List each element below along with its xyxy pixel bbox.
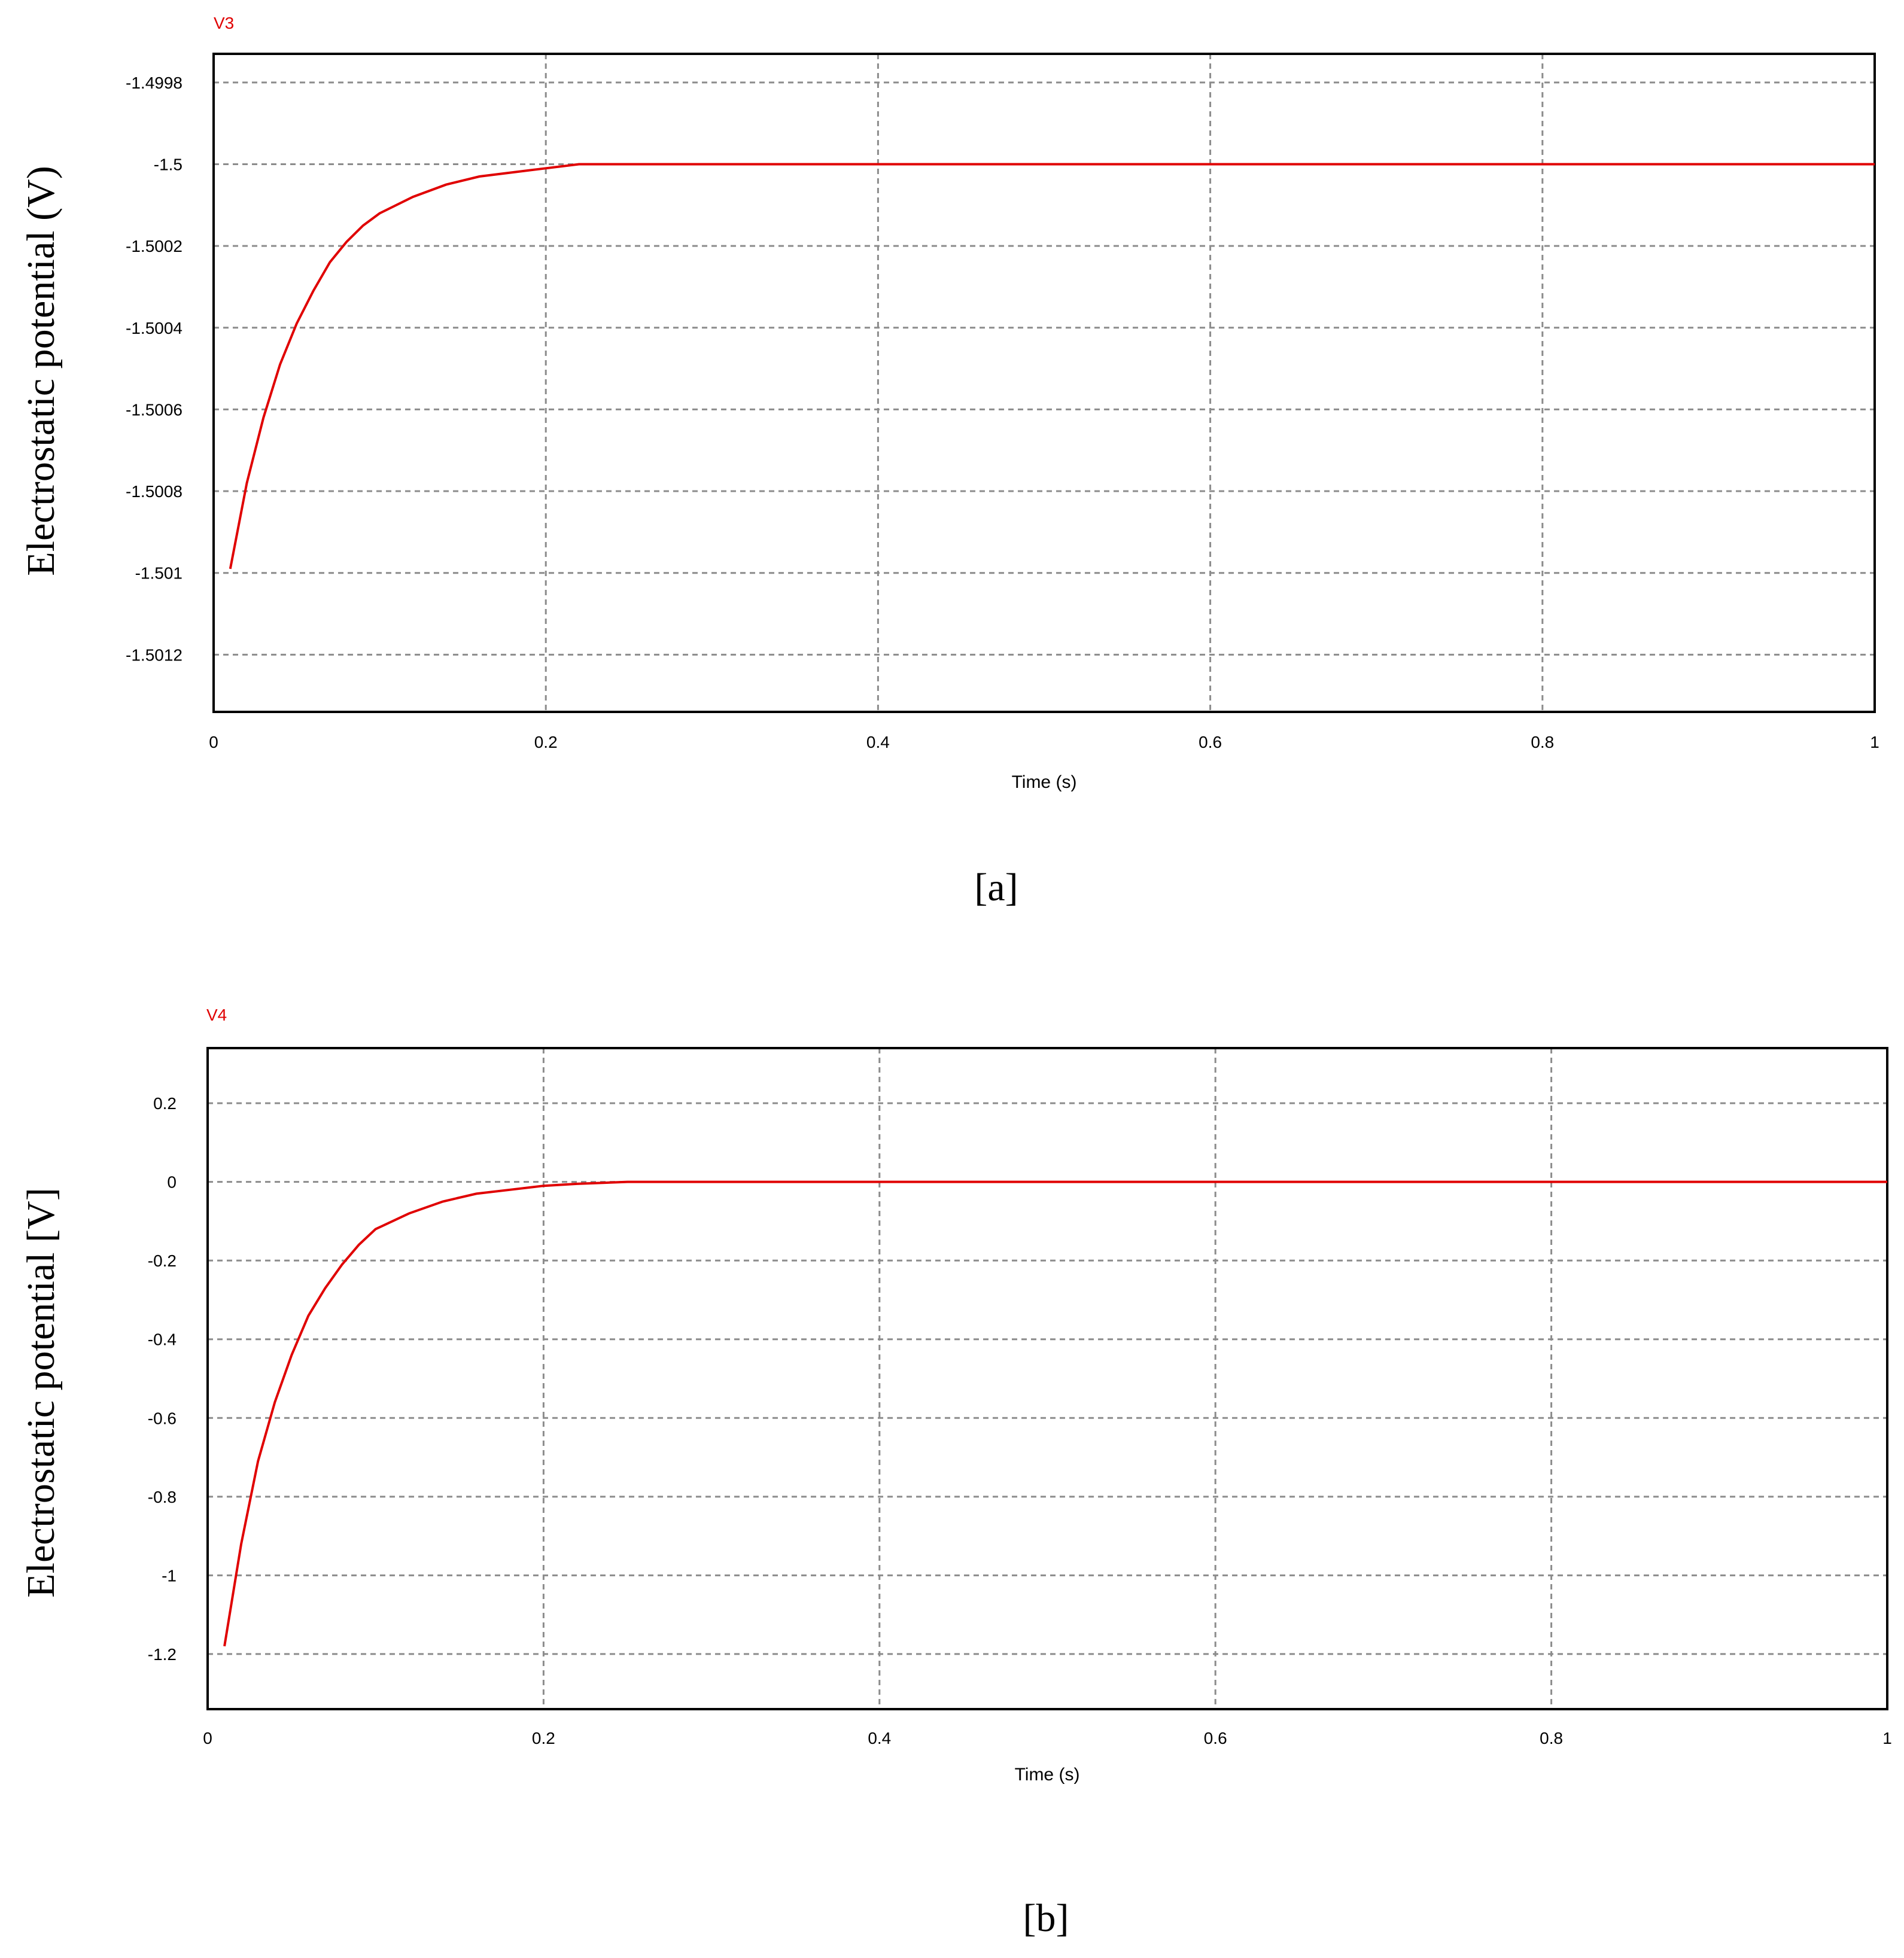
y-tick-label-b: -1.2 — [148, 1645, 177, 1664]
y-tick-label-a: -1.5012 — [126, 645, 183, 664]
tick-labels-b: 0 0.2 0.4 0.6 0.8 1 0.2 0 -0.2 -0.4 -0.6 -0.8 -1 -1.2 — [148, 1094, 1892, 1747]
y-axis-label-b: Electrostatic potential [V] — [19, 1187, 63, 1597]
series-line-b — [223, 1180, 1887, 1647]
caption-b: [b] — [1023, 1896, 1069, 1940]
series-line-a — [229, 163, 1875, 570]
y-axis-label-a: Electrostatic potential (V) — [19, 166, 63, 575]
x-tick-label-b: 0 — [203, 1729, 212, 1747]
series-tag-v4: V4 — [206, 1006, 227, 1024]
tick-labels-a: 0 0.2 0.4 0.6 0.8 1 -1.4998 -1.5 -1.5002 -1.5004 -… — [126, 74, 1879, 751]
x-tick-label-b: 1 — [1882, 1729, 1892, 1747]
x-tick-label-a: 0.2 — [534, 733, 558, 751]
chart-a: V3 Electrostatic potential (V) 0 0.2 0.4 0.… — [19, 14, 1879, 909]
x-tick-label-a: 0.4 — [866, 733, 890, 751]
caption-a: [a] — [974, 866, 1018, 909]
series-layer-b — [223, 1180, 1887, 1647]
gridlines-b — [208, 1048, 1887, 1709]
plot-frame-b — [206, 1047, 1888, 1710]
x-tick-label-a: 0.6 — [1199, 733, 1222, 751]
plot-frame-a — [212, 53, 1876, 713]
y-tick-label-a: -1.5 — [154, 155, 183, 173]
series-tag-v3: V3 — [214, 14, 234, 32]
y-tick-label-a: -1.5004 — [126, 319, 183, 337]
y-tick-label-a: -1.4998 — [126, 74, 183, 92]
y-tick-label-a: -1.501 — [135, 564, 183, 583]
y-tick-label-a: -1.5008 — [126, 482, 183, 501]
x-tick-label-b: 0.4 — [868, 1729, 891, 1747]
y-tick-label-b: 0 — [167, 1173, 177, 1192]
x-tick-label-a: 0.8 — [1531, 733, 1554, 751]
x-tick-label-a: 0 — [209, 733, 218, 751]
y-tick-label-b: -0.6 — [148, 1409, 177, 1427]
x-tick-label-b: 0.6 — [1204, 1729, 1227, 1747]
y-tick-label-b: 0.2 — [153, 1094, 177, 1113]
x-tick-label-a: 1 — [1870, 733, 1879, 751]
y-tick-label-b: -0.8 — [148, 1488, 177, 1506]
y-tick-label-b: -0.2 — [148, 1251, 177, 1270]
x-tick-label-b: 0.8 — [1540, 1729, 1563, 1747]
y-tick-label-a: -1.5002 — [126, 237, 183, 255]
series-layer-a — [229, 163, 1875, 570]
y-tick-label-a: -1.5006 — [126, 400, 183, 419]
x-axis-label-a: Time (s) — [1012, 772, 1077, 792]
x-tick-label-b: 0.2 — [532, 1729, 555, 1747]
y-tick-label-b: -1 — [162, 1566, 177, 1585]
y-tick-label-b: -0.4 — [148, 1330, 177, 1349]
gridlines-a — [214, 54, 1875, 712]
x-axis-label-b: Time (s) — [1015, 1765, 1080, 1785]
chart-b: V4 Electrostatic potential [V] 0 0.2 0.4 0.… — [19, 1006, 1892, 1940]
